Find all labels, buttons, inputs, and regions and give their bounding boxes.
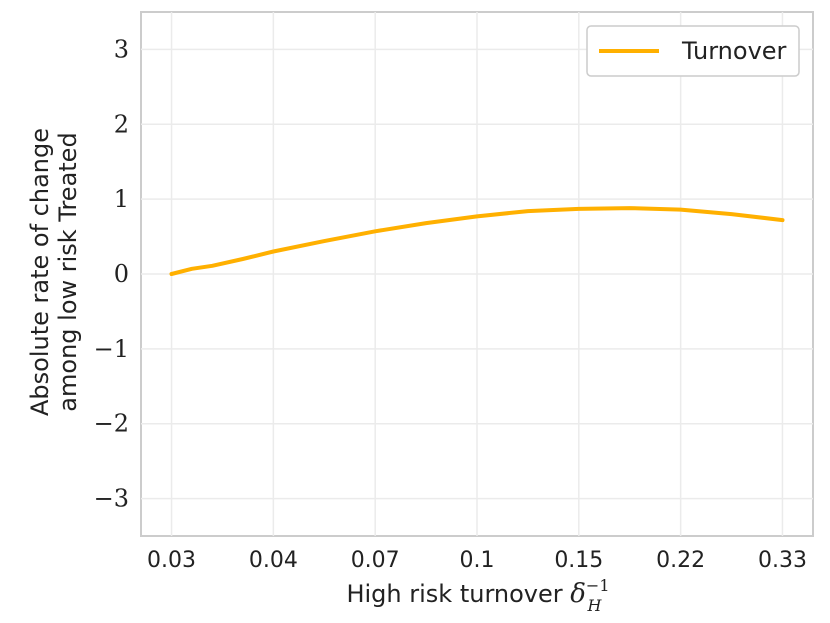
y-axis-label-line1: Absolute rate of change — [26, 128, 54, 416]
y-tick-label: 2 — [114, 110, 129, 138]
series-group — [169, 206, 785, 276]
x-tick-label: 0.1 — [460, 548, 495, 573]
x-tick-label: 0.15 — [554, 548, 603, 573]
x-tick-label: 0.04 — [249, 548, 298, 573]
series-line-turnover — [169, 206, 785, 276]
y-tick-label: −1 — [94, 335, 129, 363]
y-axis-label: Absolute rate of change among low risk T… — [26, 128, 82, 416]
y-tick-label: −3 — [94, 485, 129, 513]
y-tick-label: −2 — [94, 410, 129, 438]
legend: Turnover — [586, 25, 800, 77]
x-axis-label: High risk turnover δ−1 H — [346, 576, 609, 615]
x-axis-ticks: 0.03 0.04 0.07 0.1 0.15 0.22 0.33 — [147, 548, 807, 573]
y-tick-label: 0 — [114, 260, 129, 288]
y-tick-label: 3 — [114, 35, 129, 63]
x-tick-label: 0.07 — [351, 548, 400, 573]
legend-label-turnover: Turnover — [681, 37, 787, 65]
x-tick-label: 0.03 — [147, 548, 196, 573]
x-tick-label: 0.22 — [656, 548, 705, 573]
y-axis-label-line2: among low risk Treated — [54, 132, 82, 411]
x-tick-label: 0.33 — [758, 548, 807, 573]
y-tick-label: 1 — [114, 185, 129, 213]
legend-box — [586, 25, 800, 77]
y-axis-ticks: 3 2 1 0 −1 −2 −3 — [94, 35, 129, 512]
